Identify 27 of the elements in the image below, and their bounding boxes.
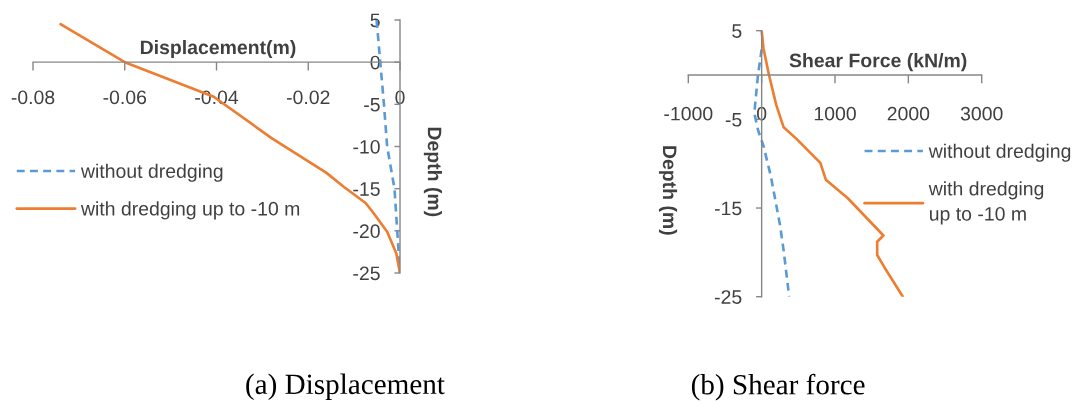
y-tick-label: -10 bbox=[353, 139, 380, 154]
y-tick-label: -25 bbox=[353, 266, 380, 281]
x-axis-title: Shear Force (kN/m) bbox=[789, 53, 967, 72]
x-tick-label: -1000 bbox=[664, 106, 713, 121]
legend-label: without dredging bbox=[80, 163, 223, 182]
y-tick-label: -15 bbox=[714, 201, 742, 216]
text: (a) Displacement bbox=[246, 373, 445, 401]
y-axis-title: Depth (m) bbox=[658, 146, 678, 235]
legend-label: with dredging up to -10 m bbox=[80, 201, 300, 220]
legend-label: with dredging up to -10 m bbox=[928, 181, 1044, 225]
y-tick-label: -5 bbox=[364, 98, 380, 112]
x-tick-label: -0.06 bbox=[103, 90, 147, 105]
legend-label: without dredging bbox=[928, 143, 1071, 162]
text: (b) Shear force bbox=[691, 373, 865, 401]
x-tick-label: -0.08 bbox=[11, 90, 55, 105]
x-tick-label: 0 bbox=[395, 90, 405, 105]
x-tick-label: 1000 bbox=[814, 106, 856, 121]
y-axis-title: Depth (m) bbox=[423, 127, 442, 217]
y-tick-label: 5 bbox=[732, 24, 742, 38]
x-tick-label: -0.02 bbox=[286, 90, 330, 105]
y-tick-label: -25 bbox=[714, 290, 742, 304]
x-tick-label: 3000 bbox=[960, 106, 1003, 121]
y-tick-label: -5 bbox=[725, 113, 742, 127]
x-axis-title: Displacement(m) bbox=[140, 39, 296, 59]
y-tick-label: -20 bbox=[353, 224, 380, 239]
y-tick-label: -15 bbox=[353, 182, 380, 196]
x-tick-label: 2000 bbox=[887, 106, 930, 121]
